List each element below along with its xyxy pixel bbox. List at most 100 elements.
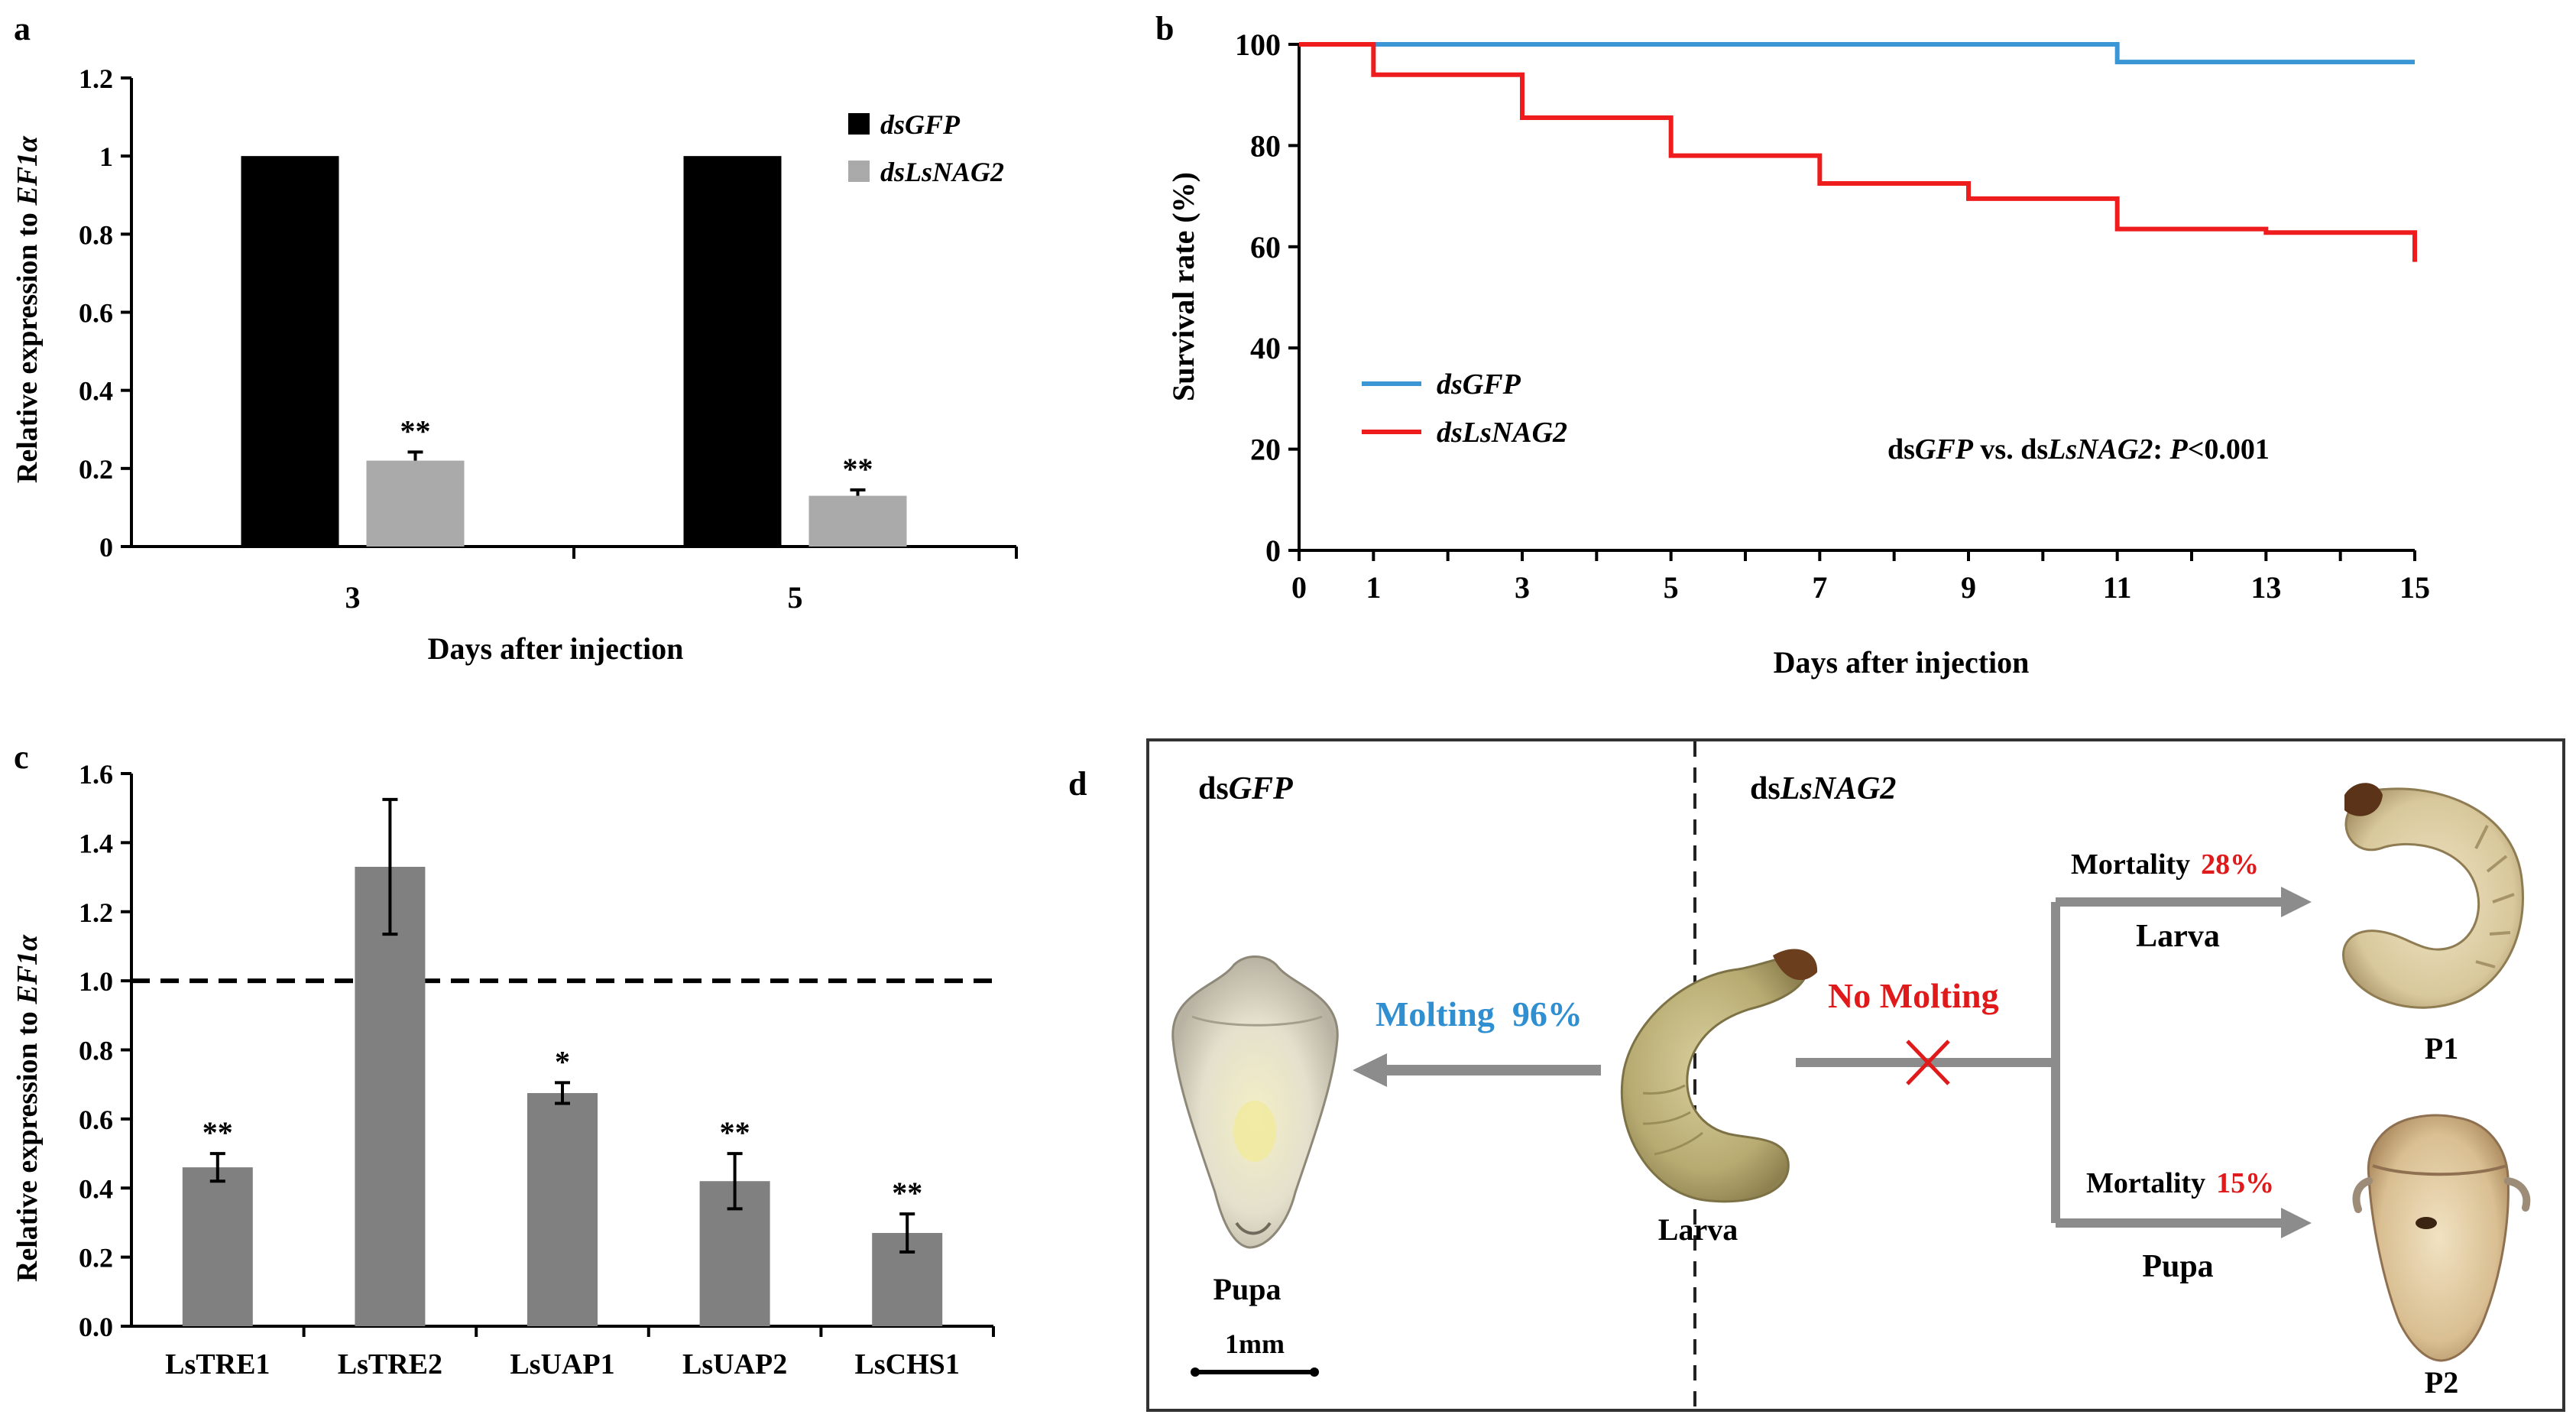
x-tick-label: LsUAP2	[682, 1348, 787, 1380]
y-tick-label: 40	[1250, 331, 1281, 365]
legend-swatch-dslsnag2	[848, 161, 870, 182]
legend-label-dslsnag2: dsLsNAG2	[880, 157, 1004, 187]
bar-dsLsNAG2-3	[366, 460, 465, 547]
significance-label: **	[400, 414, 431, 448]
legend-swatch-dsgfp	[848, 113, 870, 135]
x-tick-label: 5	[788, 580, 803, 615]
molting-arrow	[1353, 1053, 1601, 1087]
panel-b-legend: dsGFP dsLsNAG2	[1362, 368, 1567, 449]
panel-label-a: a	[14, 10, 31, 47]
bar-dsLsNAG2-5	[808, 495, 907, 547]
panel-c: c Relative expression to EF1α 0.00.20.40…	[11, 738, 995, 1380]
panel-a-ylabel-gene: EF1α	[11, 135, 44, 206]
y-tick-label: 0	[1265, 534, 1281, 568]
y-tick-label: 0.8	[79, 219, 113, 250]
x-tick-label: 1	[1366, 570, 1381, 605]
diagram-frame	[1146, 738, 2565, 1412]
x-tick-label: LsTRE1	[165, 1348, 270, 1380]
bar-dsGFP-5	[683, 156, 782, 547]
legend-label-b-dslsnag2: dsLsNAG2	[1437, 417, 1567, 449]
y-tick-label: 1.2	[79, 897, 113, 928]
cross-mark-icon	[1906, 1040, 1950, 1085]
header-dslsnag2: dsLsNAG2	[1750, 771, 1896, 806]
molting-label: Molting 96%	[1375, 994, 1583, 1033]
larva-image	[1620, 949, 1818, 1203]
bar-LsTRE1	[182, 1167, 253, 1326]
panel-b-lines	[1299, 42, 2417, 262]
y-tick-label: 1.4	[79, 828, 113, 858]
branch-top-label: Larva	[2136, 919, 2220, 954]
panel-label-b: b	[1155, 10, 1174, 47]
y-tick-label: 1	[99, 141, 113, 172]
y-tick-label: 1.6	[79, 759, 113, 790]
significance-label: **	[720, 1115, 750, 1150]
panel-a-ylabel: Relative expression to EF1α	[11, 135, 44, 483]
significance-label: *	[555, 1044, 570, 1079]
y-tick-label: 0	[99, 532, 113, 563]
y-tick-label: 0.4	[79, 376, 113, 407]
mortality-top: Mortality 28%	[2071, 848, 2259, 881]
x-tick-label: 15	[2399, 570, 2430, 605]
x-tick-label: 13	[2250, 570, 2281, 605]
p2-image	[2352, 1114, 2531, 1362]
x-tick-label: 3	[1515, 570, 1530, 605]
scale-bar	[1191, 1367, 1319, 1377]
significance-label: **	[843, 452, 873, 486]
y-tick-label: 1.2	[79, 63, 113, 94]
bar-LsUAP1	[527, 1092, 598, 1326]
panel-d: d dsGFP dsLsNAG2 Pupa Molting 96% Larva …	[1068, 738, 2565, 1412]
pupa-label: Pupa	[1213, 1272, 1282, 1306]
panel-b-ylabel: Survival rate (%)	[1166, 172, 1201, 401]
panel-c-bars: *******	[182, 797, 943, 1326]
branch-bottom-label: Pupa	[2142, 1249, 2213, 1284]
y-tick-label: 0.0	[79, 1312, 113, 1342]
survival-line-dsGFP	[1299, 42, 2415, 65]
significance-label: **	[203, 1115, 233, 1150]
panel-a-ylabel-prefix: Relative expression to	[11, 206, 44, 483]
panel-a: a Relative expression to EF1α 0 0.2 0.4 0.6…	[11, 10, 1018, 666]
x-tick-label: 3	[345, 580, 361, 615]
survival-line-dsLsNAG2	[1299, 42, 2417, 262]
panel-b-annotation: dsGFP vs. dsLsNAG2: P<0.001	[1887, 433, 2270, 466]
bar-LsTRE2	[355, 867, 426, 1326]
y-tick-label: 0.2	[79, 454, 113, 485]
x-tick-label: 9	[1961, 570, 1976, 605]
bar-dsGFP-3	[241, 156, 339, 547]
y-tick-label: 0.8	[79, 1036, 113, 1066]
pupa-image	[1171, 955, 1339, 1249]
panel-label-d: d	[1068, 765, 1087, 803]
x-tick-label: 11	[2103, 570, 2132, 605]
y-tick-label: 60	[1250, 230, 1281, 264]
panel-b-xlabel: Days after injection	[1774, 645, 2030, 680]
x-tick-label: LsTRE2	[338, 1348, 442, 1380]
y-tick-label: 0.2	[79, 1243, 113, 1273]
y-tick-label: 0.6	[79, 1105, 113, 1135]
legend-label-dsgfp: dsGFP	[880, 109, 961, 140]
p1-image	[2342, 783, 2524, 1009]
panel-label-c: c	[14, 738, 29, 776]
x-tick-label: 0	[1291, 570, 1307, 605]
no-molting-label: No Molting	[1828, 976, 1999, 1015]
legend-label-b-dsgfp: dsGFP	[1437, 368, 1521, 401]
panel-a-xlabel: Days after injection	[428, 631, 684, 666]
x-tick-label: LsUAP1	[510, 1348, 614, 1380]
panel-a-bars: ** **	[241, 156, 907, 547]
significance-label: **	[892, 1176, 922, 1210]
y-tick-label: 0.6	[79, 298, 113, 329]
panel-c-axes: 0.0 0.2 0.4 0.6 0.8 1.0 1.2 1.4 1.6 LsTRE1 LsTRE2 L…	[79, 759, 995, 1380]
y-tick-label: 20	[1250, 433, 1281, 467]
p2-label: P2	[2425, 1365, 2458, 1400]
mortality-bottom: Mortality 15%	[2086, 1167, 2274, 1199]
larva-label: Larva	[1658, 1212, 1738, 1247]
x-tick-label: 7	[1812, 570, 1827, 605]
y-tick-label: 1.0	[79, 966, 113, 997]
panel-a-legend: dsGFP dsLsNAG2	[848, 109, 1004, 187]
y-tick-label: 80	[1250, 128, 1281, 163]
header-dsgfp: dsGFP	[1198, 771, 1293, 806]
scale-label: 1mm	[1225, 1329, 1285, 1359]
y-tick-label: 100	[1235, 28, 1281, 62]
x-tick-label: 5	[1664, 570, 1679, 605]
